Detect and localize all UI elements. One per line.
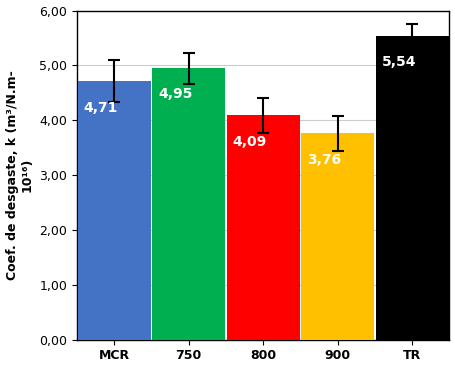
Text: 4,09: 4,09: [233, 135, 267, 149]
Bar: [301, 134, 374, 340]
Bar: [152, 68, 225, 340]
Bar: [376, 36, 449, 340]
Text: 3,76: 3,76: [307, 153, 341, 167]
Text: 4,95: 4,95: [158, 87, 192, 101]
Y-axis label: Coef. de desgaste, k (m³/N.m-
10¹⁶): Coef. de desgaste, k (m³/N.m- 10¹⁶): [5, 70, 34, 280]
Bar: [227, 115, 300, 340]
Bar: [78, 81, 151, 340]
Text: 5,54: 5,54: [381, 55, 416, 69]
Text: 4,71: 4,71: [83, 100, 118, 114]
